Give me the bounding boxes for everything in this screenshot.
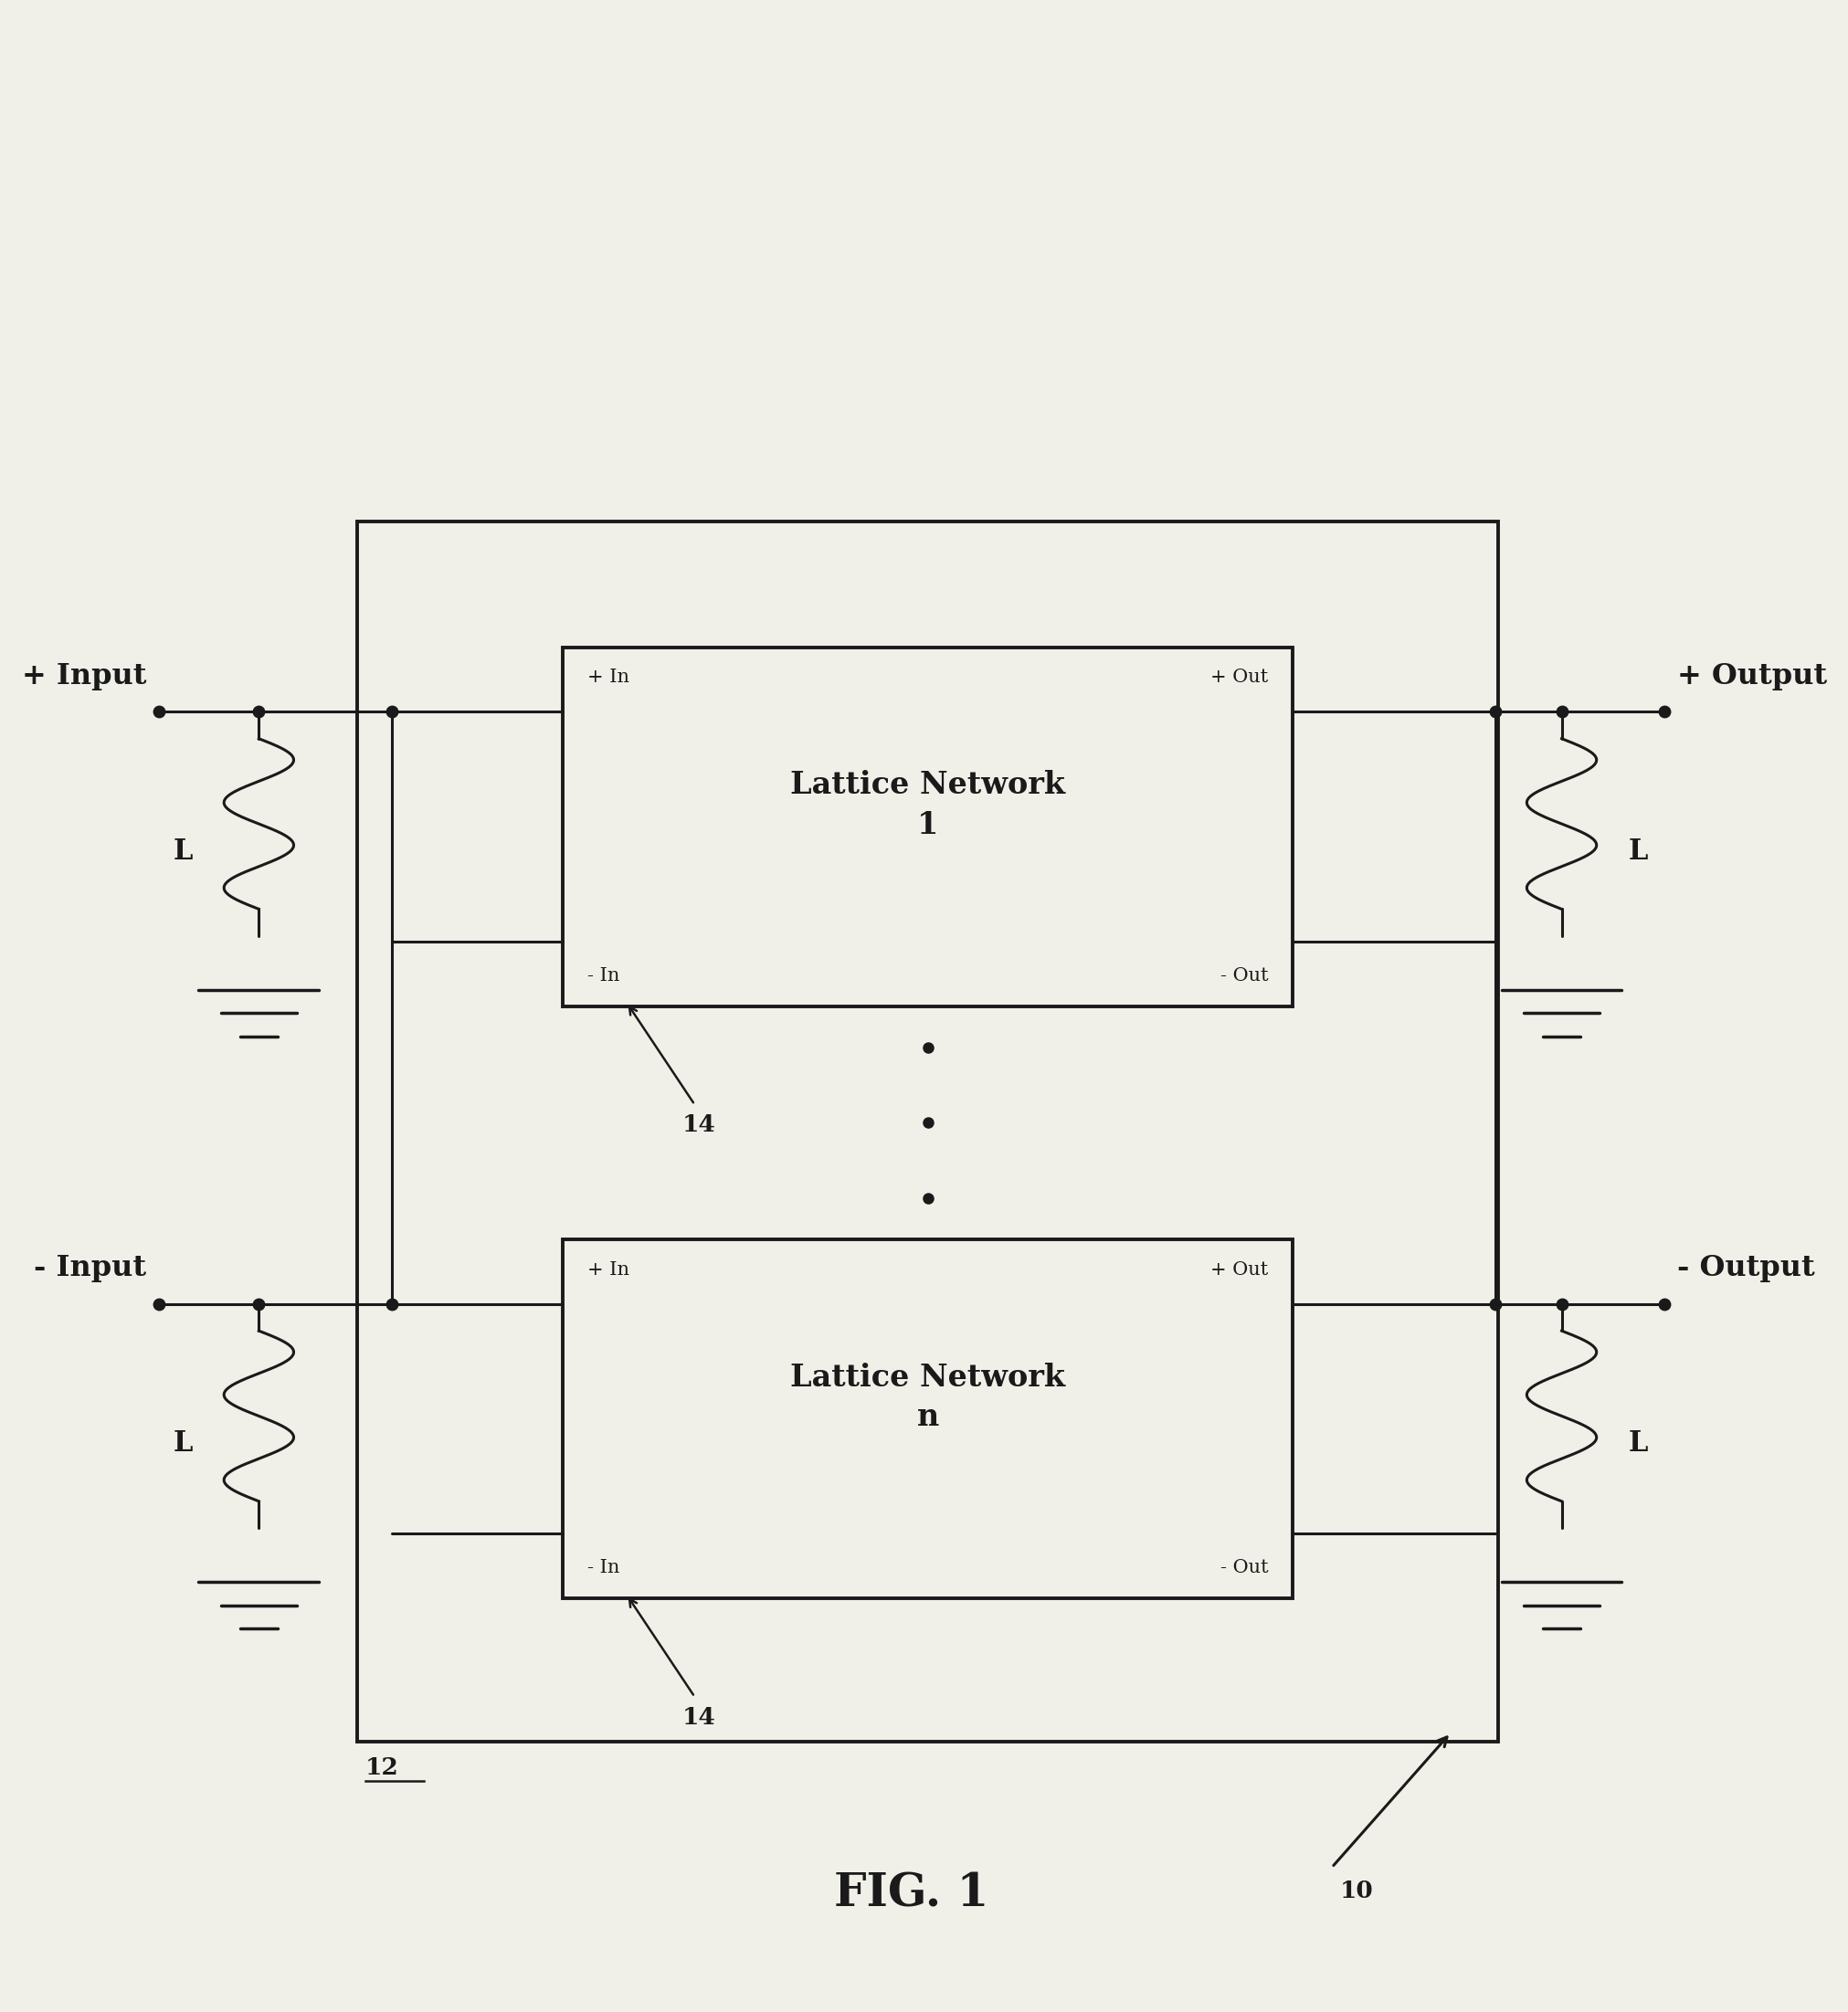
Text: - In: - In xyxy=(586,1559,619,1577)
Text: FIG. 1: FIG. 1 xyxy=(833,1871,989,1917)
Text: 14: 14 xyxy=(682,1706,715,1728)
Text: + In: + In xyxy=(586,1262,628,1278)
Text: - Input: - Input xyxy=(33,1253,146,1282)
Text: + Out: + Out xyxy=(1210,1262,1268,1278)
Bar xyxy=(564,648,1292,1006)
Text: 10: 10 xyxy=(1340,1879,1373,1903)
Text: + In: + In xyxy=(586,668,628,686)
Bar xyxy=(357,521,1497,1742)
Text: - Out: - Out xyxy=(1220,968,1268,984)
Text: Lattice Network
n: Lattice Network n xyxy=(789,1362,1064,1433)
Text: Lattice Network
1: Lattice Network 1 xyxy=(789,771,1064,839)
Bar xyxy=(564,1239,1292,1598)
Text: - In: - In xyxy=(586,968,619,984)
Text: L: L xyxy=(1628,1431,1647,1459)
Text: + Input: + Input xyxy=(22,662,146,690)
Text: L: L xyxy=(174,837,192,865)
Text: + Output: + Output xyxy=(1676,662,1826,690)
Text: - Out: - Out xyxy=(1220,1559,1268,1577)
Text: + Out: + Out xyxy=(1210,668,1268,686)
Text: L: L xyxy=(174,1431,192,1459)
Text: L: L xyxy=(1628,837,1647,865)
Text: 12: 12 xyxy=(364,1756,399,1779)
Text: - Output: - Output xyxy=(1676,1253,1815,1282)
Text: 14: 14 xyxy=(682,1115,715,1137)
